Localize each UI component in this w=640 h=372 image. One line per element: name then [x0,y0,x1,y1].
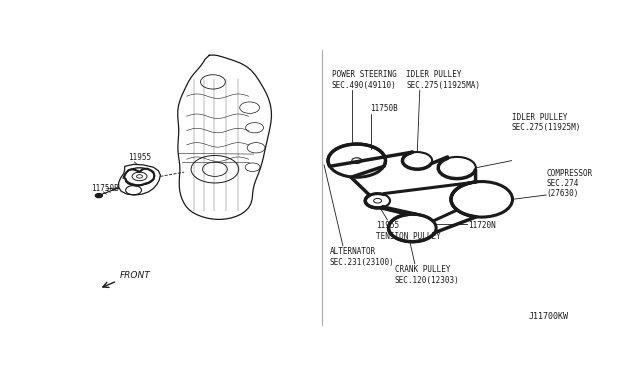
Text: 11955
TENSION PULLEY: 11955 TENSION PULLEY [376,221,441,241]
Text: IDLER PULLEY
SEC.275(11925MA): IDLER PULLEY SEC.275(11925MA) [406,70,481,90]
Text: COMPRESSOR
SEC.274
(27630): COMPRESSOR SEC.274 (27630) [547,169,593,199]
Text: 11750B: 11750B [91,184,118,193]
Text: 11720N: 11720N [468,221,496,230]
Text: FRONT: FRONT [120,270,150,279]
Text: IDLER PULLEY
SEC.275(11925M): IDLER PULLEY SEC.275(11925M) [511,113,581,132]
Text: POWER STEERING
SEC.490(49110): POWER STEERING SEC.490(49110) [332,70,397,90]
Text: CRANK PULLEY
SEC.120(12303): CRANK PULLEY SEC.120(12303) [395,265,460,285]
Text: 11955: 11955 [129,153,152,161]
Circle shape [95,193,102,198]
Text: ALTERNATOR
SEC.231(23100): ALTERNATOR SEC.231(23100) [330,247,394,267]
Text: J11700KW: J11700KW [529,312,568,321]
Text: 11750B: 11750B [370,105,397,113]
